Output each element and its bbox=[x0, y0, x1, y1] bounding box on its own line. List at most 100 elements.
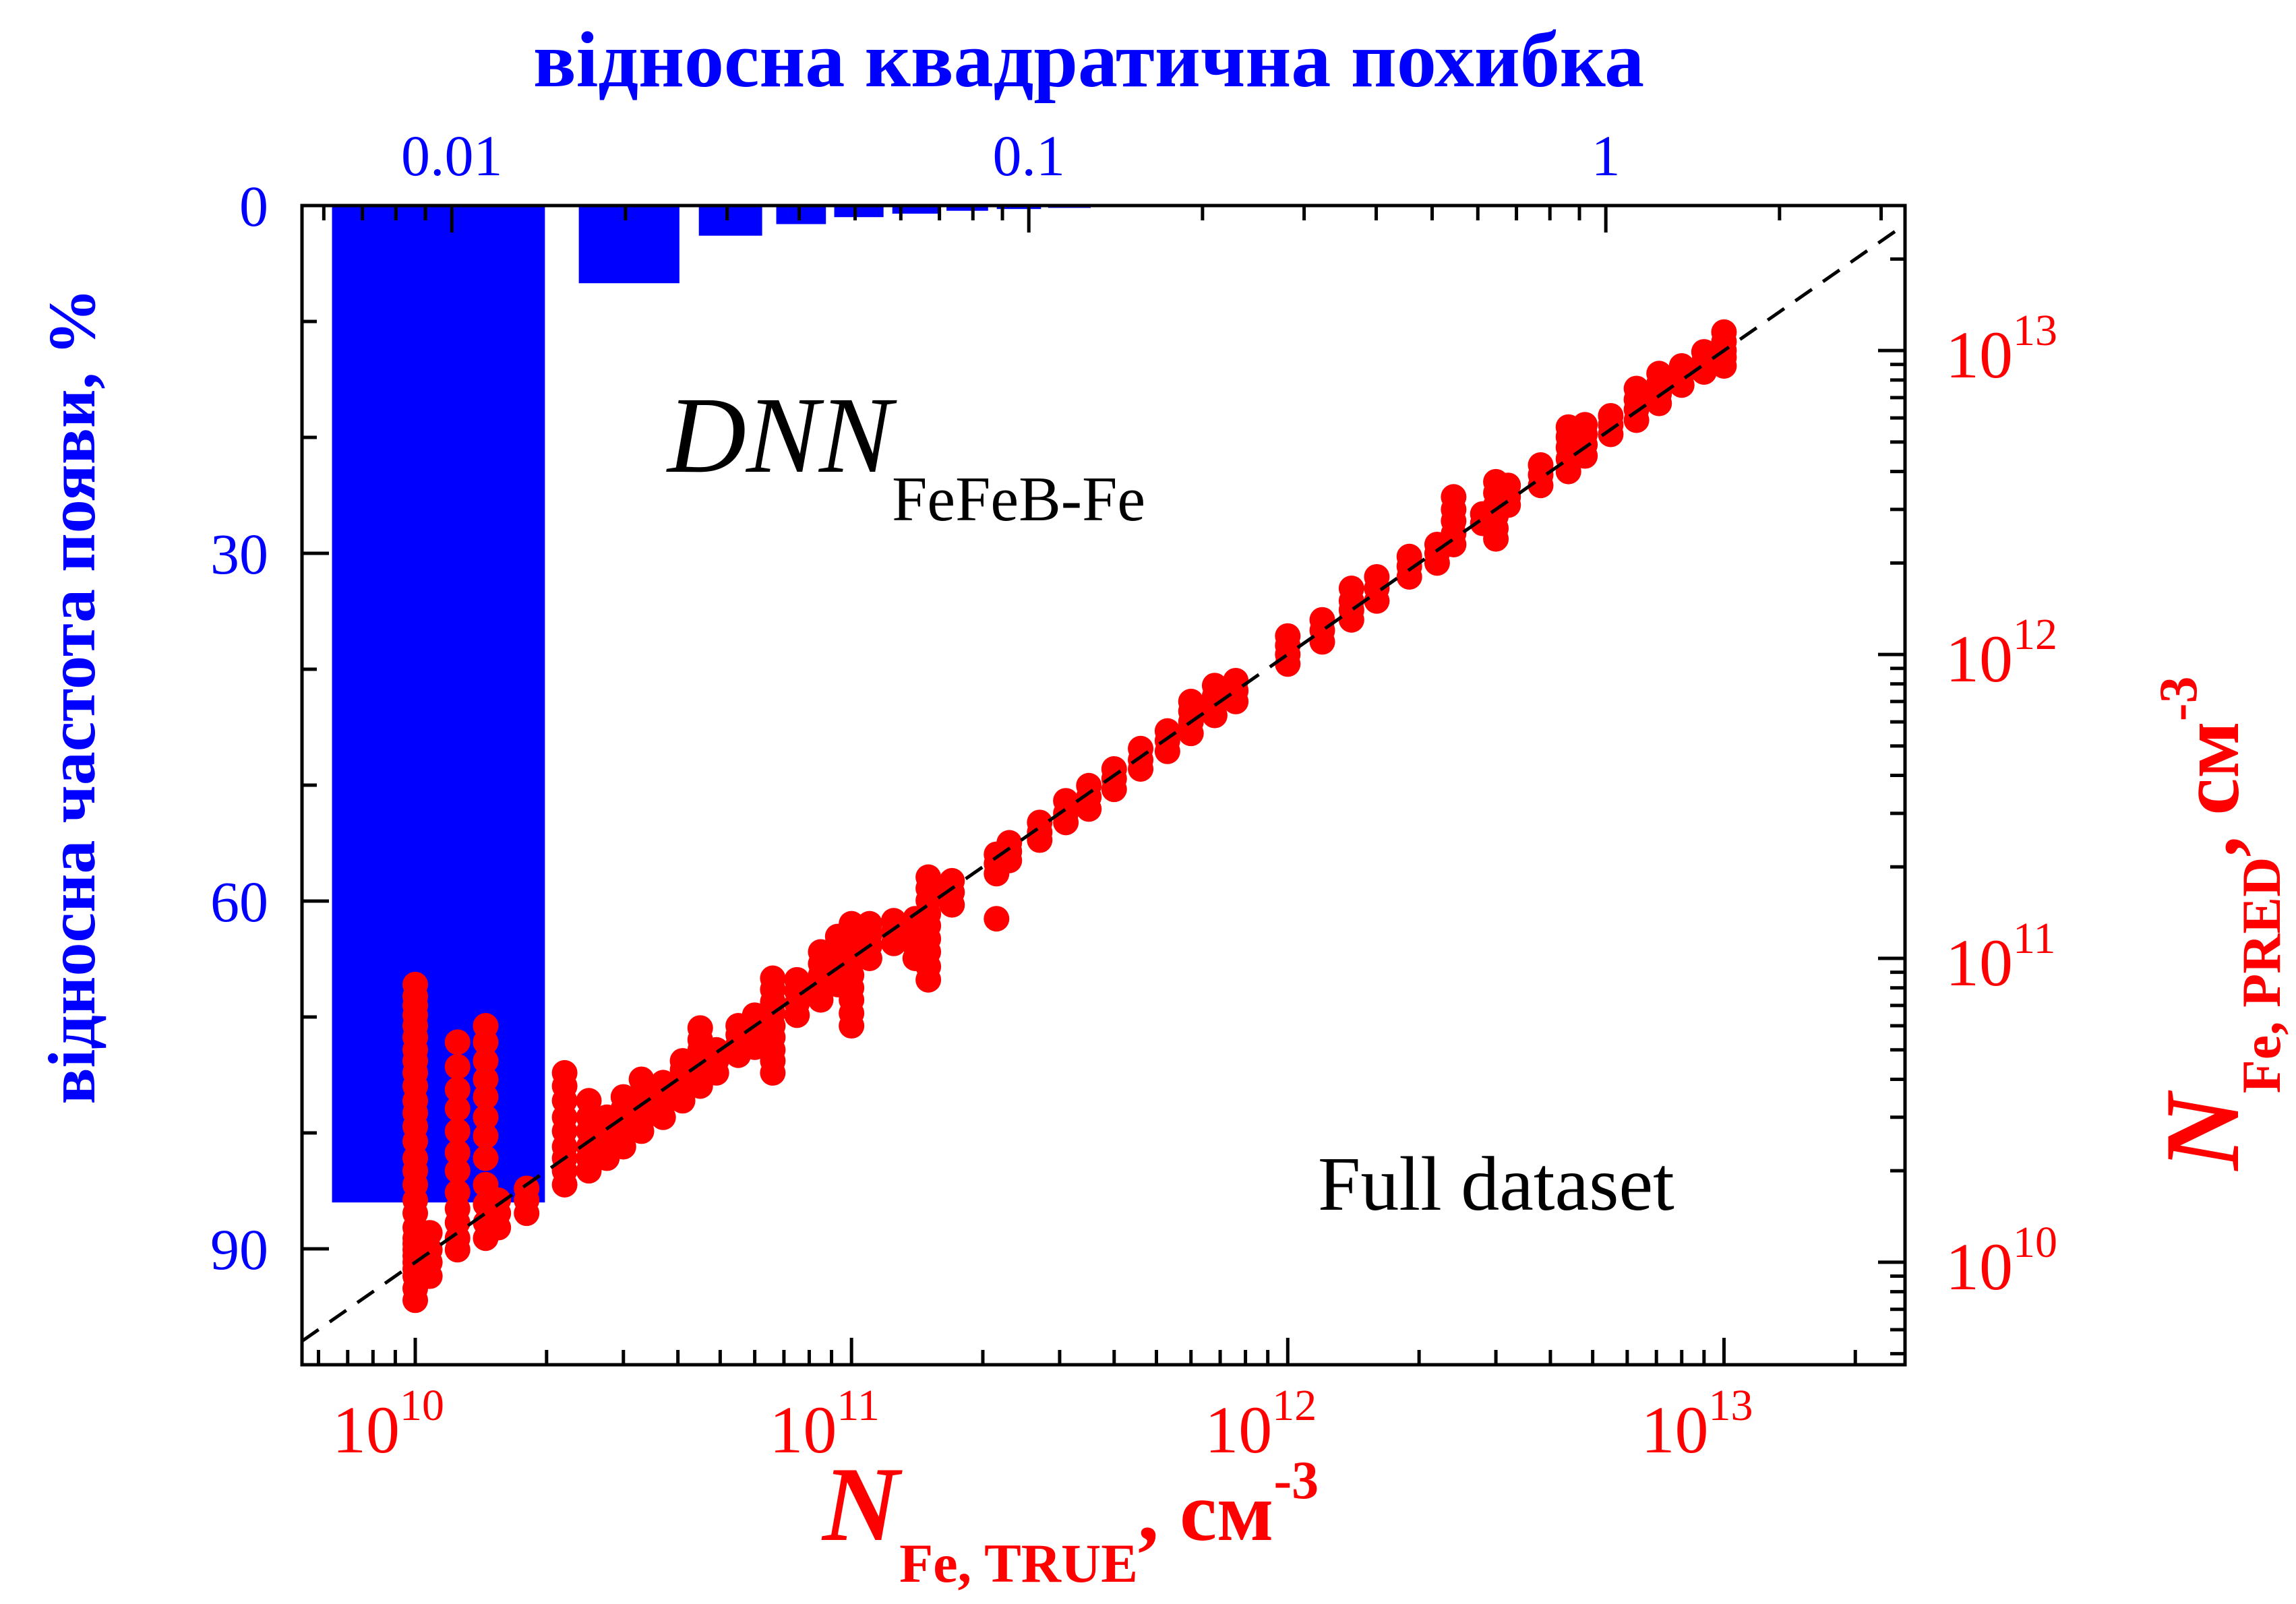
model-annotation: DNNFeFeB-Fe bbox=[666, 375, 1145, 534]
scatter-point-91 bbox=[628, 1066, 655, 1092]
bottom-axis-subscript: Fe, TRUE bbox=[899, 1533, 1138, 1594]
scatter-point-32 bbox=[417, 1220, 443, 1246]
scatter-point-185 bbox=[1053, 788, 1079, 814]
right-tick-label-base: 10 bbox=[1945, 621, 2013, 696]
scatter-point-95 bbox=[650, 1070, 676, 1096]
bottom-axis-title: NFe, TRUE, см-3 bbox=[821, 1446, 1319, 1594]
scatter-point-37 bbox=[444, 1179, 471, 1206]
bottom-tick-label-exp: 13 bbox=[1708, 1381, 1753, 1430]
histogram-bars bbox=[332, 206, 1091, 1203]
scatter-point-219 bbox=[1338, 576, 1364, 602]
scatter-point-153 bbox=[856, 911, 882, 937]
scatter-point-267 bbox=[1646, 361, 1672, 387]
left-axis-title: відносна частота появи, % bbox=[34, 288, 109, 1104]
bottom-tick-label-base: 10 bbox=[1205, 1392, 1272, 1467]
scatter-point-49 bbox=[473, 1145, 499, 1171]
scatter-point-273 bbox=[1691, 339, 1717, 365]
left-tick-label: 0 bbox=[239, 174, 268, 239]
right-axis-unit: , см bbox=[2164, 721, 2256, 857]
bottom-tick-label: 1012 bbox=[1205, 1381, 1317, 1467]
right-axis-subscript: Fe, PRED bbox=[2231, 857, 2292, 1094]
scatter-point-270 bbox=[1668, 352, 1695, 379]
scatter-point-54 bbox=[473, 1048, 499, 1074]
left-tick-label: 30 bbox=[210, 522, 268, 586]
histogram-bar-4 bbox=[834, 206, 884, 218]
bottom-tick-label-base: 10 bbox=[1641, 1392, 1708, 1467]
right-tick-label: 1012 bbox=[1945, 610, 2057, 696]
top-axis-title: відносна квадратична похибка bbox=[533, 16, 1644, 104]
scatter-point-278 bbox=[1711, 319, 1737, 345]
scatter-point-172 bbox=[939, 867, 965, 894]
bottom-tick-label-exp: 11 bbox=[837, 1381, 880, 1430]
scatter-point-256 bbox=[1572, 412, 1598, 438]
axis-ticks bbox=[302, 204, 1905, 1367]
bottom-tick-label-exp: 12 bbox=[1272, 1381, 1317, 1430]
histogram-bar-7 bbox=[996, 206, 1041, 210]
scatter-point-233 bbox=[1441, 484, 1467, 510]
scatter-point-53 bbox=[473, 1066, 499, 1092]
scatter-point-51 bbox=[473, 1104, 499, 1130]
scatter-point-59 bbox=[485, 1187, 512, 1213]
right-tick-label-exp: 10 bbox=[2013, 1218, 2057, 1267]
scatter-point-179 bbox=[996, 830, 1023, 856]
bottom-tick-label: 1010 bbox=[332, 1381, 444, 1467]
scatter-point-42 bbox=[444, 1076, 471, 1103]
model-annotation-main: DNN bbox=[666, 375, 897, 496]
reference-line-y-equals-x bbox=[301, 222, 1906, 1343]
scatter-point-50 bbox=[473, 1123, 499, 1149]
scatter-point-197 bbox=[1154, 718, 1180, 744]
right-tick-label-exp: 13 bbox=[2013, 306, 2057, 355]
left-tick-label: 60 bbox=[210, 869, 268, 934]
right-tick-label: 1011 bbox=[1945, 914, 2056, 1000]
scatter-point-201 bbox=[1178, 688, 1204, 714]
dataset-annotation: Full dataset bbox=[1318, 1141, 1674, 1227]
scatter-point-44 bbox=[444, 1029, 471, 1055]
scatter-point-38 bbox=[444, 1158, 471, 1184]
right-tick-label-exp: 11 bbox=[2013, 914, 2056, 963]
top-tick-label: 1 bbox=[1592, 123, 1621, 188]
histogram-bar-3 bbox=[776, 206, 826, 224]
scatter-point-215 bbox=[1309, 607, 1335, 633]
scatter-point-247 bbox=[1528, 452, 1554, 479]
scatter-point-41 bbox=[444, 1096, 471, 1122]
right-tick-label: 1013 bbox=[1945, 306, 2057, 392]
right-axis-title: NFe, PRED, см-3 bbox=[2144, 677, 2292, 1172]
scatter-point-40 bbox=[444, 1118, 471, 1144]
right-tick-label: 1010 bbox=[1945, 1218, 2057, 1304]
scatter-point-212 bbox=[1275, 623, 1301, 649]
scatter-point-225 bbox=[1396, 543, 1422, 569]
scatter-point-71 bbox=[551, 1059, 578, 1086]
scatter-point-244 bbox=[1495, 472, 1521, 499]
scatter-point-156 bbox=[880, 908, 907, 934]
scatter-point-52 bbox=[473, 1084, 499, 1110]
scatter-point-56 bbox=[473, 1013, 499, 1039]
scatter-point-28 bbox=[402, 971, 429, 997]
scatter-point-39 bbox=[444, 1139, 471, 1165]
scatter-point-106 bbox=[687, 1015, 713, 1041]
scatter-point-222 bbox=[1364, 563, 1390, 590]
histogram-bar-5 bbox=[892, 206, 940, 214]
bottom-tick-label-base: 10 bbox=[332, 1392, 400, 1467]
histogram-bar-6 bbox=[946, 206, 988, 211]
right-tick-label-base: 10 bbox=[1945, 1229, 2013, 1304]
scatter-points bbox=[402, 319, 1737, 1314]
scatter-point-208 bbox=[1223, 667, 1249, 693]
scatter-point-194 bbox=[1128, 735, 1154, 762]
histogram-bar-0 bbox=[332, 206, 545, 1203]
scatter-point-43 bbox=[444, 1053, 471, 1080]
scatter-point-77 bbox=[576, 1088, 602, 1114]
right-tick-label-base: 10 bbox=[1945, 317, 2013, 392]
right-tick-label-exp: 12 bbox=[2013, 610, 2057, 659]
bottom-tick-label-exp: 10 bbox=[400, 1381, 444, 1430]
bottom-axis-symbol: N bbox=[821, 1446, 903, 1564]
scatter-point-263 bbox=[1623, 375, 1650, 402]
scatter-point-188 bbox=[1076, 772, 1102, 799]
right-tick-label-base: 10 bbox=[1945, 925, 2013, 1000]
bottom-axis-unit-exp: -3 bbox=[1273, 1451, 1319, 1510]
scatter-point-130 bbox=[784, 966, 810, 993]
right-axis-unit-exp: -3 bbox=[2149, 677, 2208, 722]
scatter-point-173 bbox=[984, 906, 1010, 932]
scatter-point-169 bbox=[915, 864, 942, 890]
histogram-bar-2 bbox=[698, 206, 762, 236]
